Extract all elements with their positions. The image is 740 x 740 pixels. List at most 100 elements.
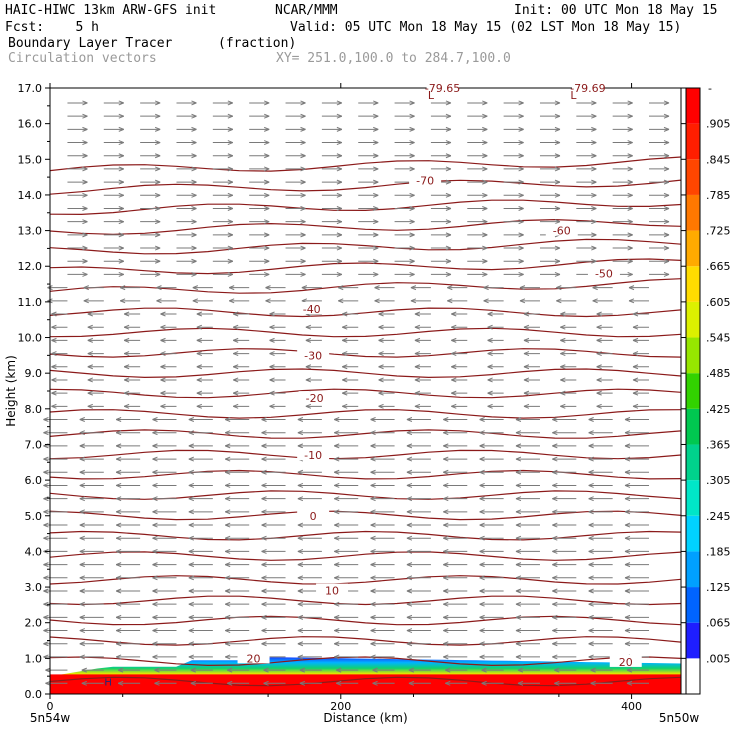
wind-vector-head <box>519 285 526 291</box>
y-axis-label: Height (km) <box>4 355 18 426</box>
wind-vector-head <box>43 614 49 620</box>
x-tick-label: 0 <box>47 700 54 713</box>
wind-vector-head <box>115 483 122 488</box>
wind-vector-head <box>152 430 158 436</box>
wind-vector-head <box>336 179 343 185</box>
wind-vector-head <box>43 456 49 462</box>
wind-vector-head <box>406 483 413 488</box>
wind-vector-head <box>160 337 166 343</box>
wind-vector-head <box>51 377 57 383</box>
wind-vector-head <box>370 548 376 554</box>
wind-vector-head <box>300 140 306 146</box>
wind-vector-head <box>338 298 344 304</box>
wind-vector-head <box>487 377 493 383</box>
wind-vector-head <box>554 100 561 106</box>
wind-vector-head <box>554 113 561 119</box>
wind-vector-head <box>334 562 340 568</box>
wind-vector-head <box>451 311 457 317</box>
wind-vector-head <box>523 390 530 396</box>
wind-vector-head <box>406 417 413 422</box>
wind-vector-head <box>554 206 561 211</box>
wind-vector-head <box>479 641 485 647</box>
wind-vector-head <box>43 417 49 422</box>
wind-vector-head <box>624 614 631 620</box>
wind-vector-head <box>588 496 594 502</box>
wind-vector-head <box>443 654 449 660</box>
wind-vector-head <box>482 126 488 132</box>
wind-vector-head <box>79 509 85 515</box>
colorbar: .005 .065 .125 .185 .245 .305 .365 .425 .485 .545… <box>685 82 731 695</box>
wind-vector-head <box>482 219 488 225</box>
wind-vector-head <box>154 140 161 146</box>
wind-vector-head <box>406 614 413 620</box>
wind-vector-head <box>373 232 379 238</box>
wind-vector-head <box>81 667 87 673</box>
wind-vector-head <box>519 298 526 304</box>
wind-vector-head <box>336 100 343 106</box>
wind-vector-head <box>336 113 343 119</box>
wind-vector-head <box>588 575 594 581</box>
wind-vector-head <box>370 430 376 436</box>
wind-vector-head <box>264 206 270 211</box>
wind-vector-head <box>523 324 530 330</box>
y-tick-label: 0.0 <box>25 688 43 701</box>
wind-vector-head <box>479 601 485 607</box>
colorbar-segment <box>686 551 700 588</box>
wind-vector-head <box>118 232 124 238</box>
high-marker: H <box>104 678 112 689</box>
wind-vector-head <box>261 628 267 634</box>
wind-vector-head <box>409 219 415 225</box>
wind-vector-head <box>663 232 670 238</box>
colorbar-label: .305 <box>706 474 731 487</box>
wind-vector-head <box>552 614 558 620</box>
wind-vector-head <box>227 100 234 106</box>
wind-vector-head <box>596 337 602 343</box>
wind-vector-head <box>82 219 88 225</box>
wind-vector-head <box>297 601 304 607</box>
contour-label-bg <box>609 654 642 667</box>
wind-vector-head <box>118 140 124 146</box>
y-tick-label: 2.0 <box>25 617 43 630</box>
wind-vector-head <box>443 641 449 647</box>
wind-vector-head <box>445 245 452 251</box>
wind-vector-head <box>663 113 670 119</box>
wind-vector-head <box>188 469 195 475</box>
wind-vector-head <box>188 575 195 581</box>
wind-vector-head <box>378 324 384 330</box>
wind-vector-head <box>115 522 122 528</box>
wind-vector-head <box>123 390 130 396</box>
wind-vector-head <box>370 522 376 528</box>
wind-vector-head <box>225 575 231 581</box>
wind-vector-head <box>523 377 530 383</box>
wind-vector-head <box>374 298 380 304</box>
wind-vector-head <box>443 469 449 475</box>
wind-vector-head <box>225 654 231 660</box>
wind-vector-head <box>152 614 158 620</box>
isotherm-line <box>49 449 682 460</box>
wind-vector-head <box>154 680 160 686</box>
wind-vector-head <box>152 483 158 488</box>
wind-vector-head <box>191 271 197 277</box>
wind-vector-head <box>554 153 561 159</box>
wind-vector-head <box>51 351 57 357</box>
wind-vector-head <box>79 628 85 634</box>
wind-vector-head <box>552 522 558 528</box>
y-tick-label: 8.0 <box>25 403 43 416</box>
wind-vector-head <box>624 469 631 475</box>
wind-vector-head <box>227 166 234 172</box>
wind-vector-head <box>445 153 452 159</box>
wind-vector-head <box>406 562 413 568</box>
wind-vector-head <box>152 641 158 647</box>
wind-vector-head <box>447 298 453 304</box>
wind-vector-head <box>627 271 633 277</box>
wind-vector-head <box>160 390 166 396</box>
wind-vector-head <box>624 443 631 449</box>
wind-vector-head <box>191 206 197 211</box>
wind-vector-head <box>81 680 87 686</box>
wind-vector-head <box>82 100 88 106</box>
wind-vector-head <box>300 245 306 251</box>
x-tick-label: 200 <box>330 700 351 713</box>
wind-vector-head <box>378 311 384 317</box>
wind-vector-head <box>227 113 234 119</box>
